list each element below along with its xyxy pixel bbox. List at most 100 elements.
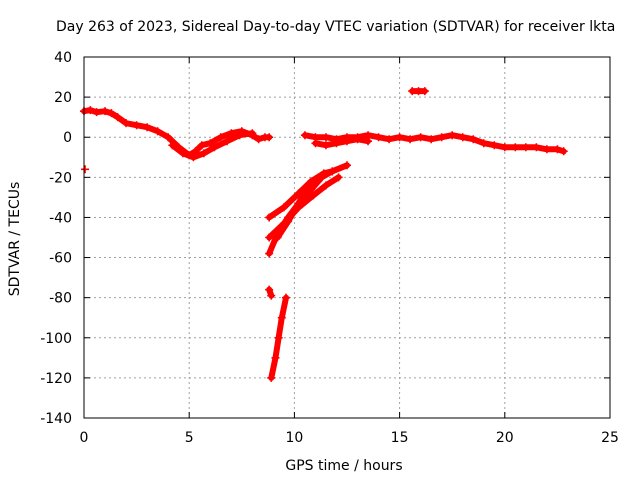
data-point <box>199 149 208 158</box>
data-point <box>168 141 177 150</box>
x-tick-label: 25 <box>601 430 619 446</box>
plot-area <box>80 87 568 382</box>
data-point <box>321 141 330 150</box>
data-point <box>469 135 478 144</box>
data-point <box>319 169 328 178</box>
data-point <box>437 133 446 142</box>
x-axis-label: GPS time / hours <box>285 458 402 474</box>
y-tick-label: 40 <box>54 50 72 66</box>
data-point <box>420 87 429 96</box>
y-tick-label: -80 <box>49 291 72 307</box>
data-point <box>542 145 551 154</box>
data-point <box>210 143 219 152</box>
data-point <box>559 147 568 156</box>
data-point <box>427 135 436 144</box>
plot-frame <box>83 56 611 419</box>
data-point <box>343 161 351 170</box>
data-point <box>265 249 274 258</box>
grid <box>83 56 611 419</box>
y-tick-label: -60 <box>49 251 72 267</box>
data-point <box>279 203 288 212</box>
x-tick-label: 20 <box>496 430 514 446</box>
data-point <box>332 139 341 148</box>
data-point <box>300 187 309 196</box>
data-point <box>532 143 541 152</box>
data-point <box>267 291 276 300</box>
data-point <box>281 293 290 302</box>
x-tick-label: 15 <box>391 430 409 446</box>
data-point <box>164 133 173 142</box>
data-point <box>406 135 415 144</box>
y-tick-label: -20 <box>49 170 72 186</box>
data-point <box>328 167 337 176</box>
y-tick-label: 20 <box>54 90 72 106</box>
chart-title: Day 263 of 2023, Sidereal Day-to-day VTE… <box>56 19 615 35</box>
data-point <box>300 131 309 140</box>
data-point <box>273 233 282 242</box>
axes: 0 5 10 15 20 25 40 20 0 -20 -40 -60 -80 -100 -120 -140 <box>40 50 619 446</box>
data-point <box>223 137 232 146</box>
data-point <box>395 133 404 142</box>
data-point <box>178 149 187 158</box>
data-point <box>248 129 257 138</box>
data-point <box>343 137 351 146</box>
data-point <box>227 129 236 138</box>
data-point <box>113 113 122 122</box>
data-point <box>271 353 280 362</box>
data-point <box>309 191 318 200</box>
data-point <box>511 143 520 152</box>
data-point <box>284 217 293 226</box>
y-tick-label: -140 <box>40 411 72 427</box>
data-point <box>81 165 90 174</box>
data-point <box>197 141 206 150</box>
y-axis-label: SDTVAR / TECUs <box>7 182 23 297</box>
data-point <box>206 139 215 148</box>
series-drop-line-2 <box>266 174 342 241</box>
data-point <box>189 153 198 162</box>
data-point <box>334 173 343 182</box>
data-point <box>122 119 131 128</box>
data-point <box>364 137 373 146</box>
data-point <box>385 135 394 144</box>
data-point <box>132 121 141 130</box>
data-point <box>353 135 362 144</box>
data-point <box>265 213 274 222</box>
data-point <box>92 108 101 117</box>
data-point <box>416 133 425 142</box>
data-point <box>254 135 263 144</box>
data-point <box>216 133 225 142</box>
x-tick-label: 5 <box>185 430 194 446</box>
data-point <box>500 143 509 152</box>
data-point <box>321 181 330 190</box>
data-point <box>458 133 467 142</box>
y-tick-label: -40 <box>49 210 72 226</box>
data-point <box>448 131 457 140</box>
data-point <box>490 141 499 150</box>
data-point <box>277 313 286 322</box>
data-point <box>86 106 95 115</box>
y-tick-label: -100 <box>40 331 72 347</box>
data-point <box>553 145 562 154</box>
data-point <box>143 123 152 132</box>
data-point <box>311 139 320 148</box>
data-point <box>521 143 530 152</box>
data-point <box>311 177 320 186</box>
y-tick-label: 0 <box>63 130 72 146</box>
data-point <box>107 109 116 118</box>
data-point <box>153 127 162 136</box>
data-point <box>374 133 383 142</box>
data-point <box>265 133 274 142</box>
y-tick-label: -120 <box>40 371 72 387</box>
data-point <box>101 107 110 116</box>
x-tick-label: 10 <box>285 430 303 446</box>
data-point <box>274 333 283 342</box>
data-point <box>267 373 276 382</box>
data-point <box>479 139 488 148</box>
data-point <box>265 233 274 242</box>
data-point <box>265 285 274 294</box>
data-point <box>292 203 301 212</box>
x-tick-label: 0 <box>80 430 89 446</box>
data-point <box>235 131 244 140</box>
data-point <box>321 133 330 142</box>
